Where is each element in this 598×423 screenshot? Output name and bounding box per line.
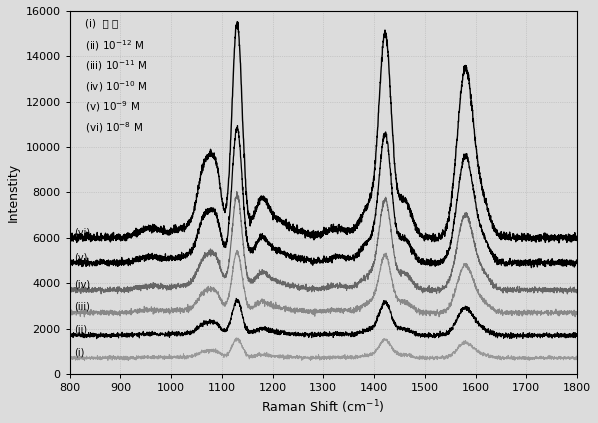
Text: (i): (i) (74, 347, 84, 357)
Text: (iii) $10^{-11}$ M: (iii) $10^{-11}$ M (85, 58, 147, 73)
Text: (vi) $10^{-8}$ M: (vi) $10^{-8}$ M (85, 120, 143, 135)
Y-axis label: Intenstity: Intenstity (7, 163, 20, 222)
Text: (v) $10^{-9}$ M: (v) $10^{-9}$ M (85, 99, 140, 114)
Text: (iv) $10^{-10}$ M: (iv) $10^{-10}$ M (85, 79, 147, 94)
Text: (iii): (iii) (74, 302, 90, 312)
X-axis label: Raman Shift (cm$^{-1}$): Raman Shift (cm$^{-1}$) (261, 398, 385, 416)
Text: (iv): (iv) (74, 279, 90, 289)
Text: (v): (v) (74, 252, 87, 262)
Text: (vi): (vi) (74, 227, 90, 237)
Text: (ii): (ii) (74, 324, 87, 335)
Text: (ii) $10^{-12}$ M: (ii) $10^{-12}$ M (85, 38, 144, 53)
Text: (i)  错 配: (i) 错 配 (85, 18, 118, 28)
